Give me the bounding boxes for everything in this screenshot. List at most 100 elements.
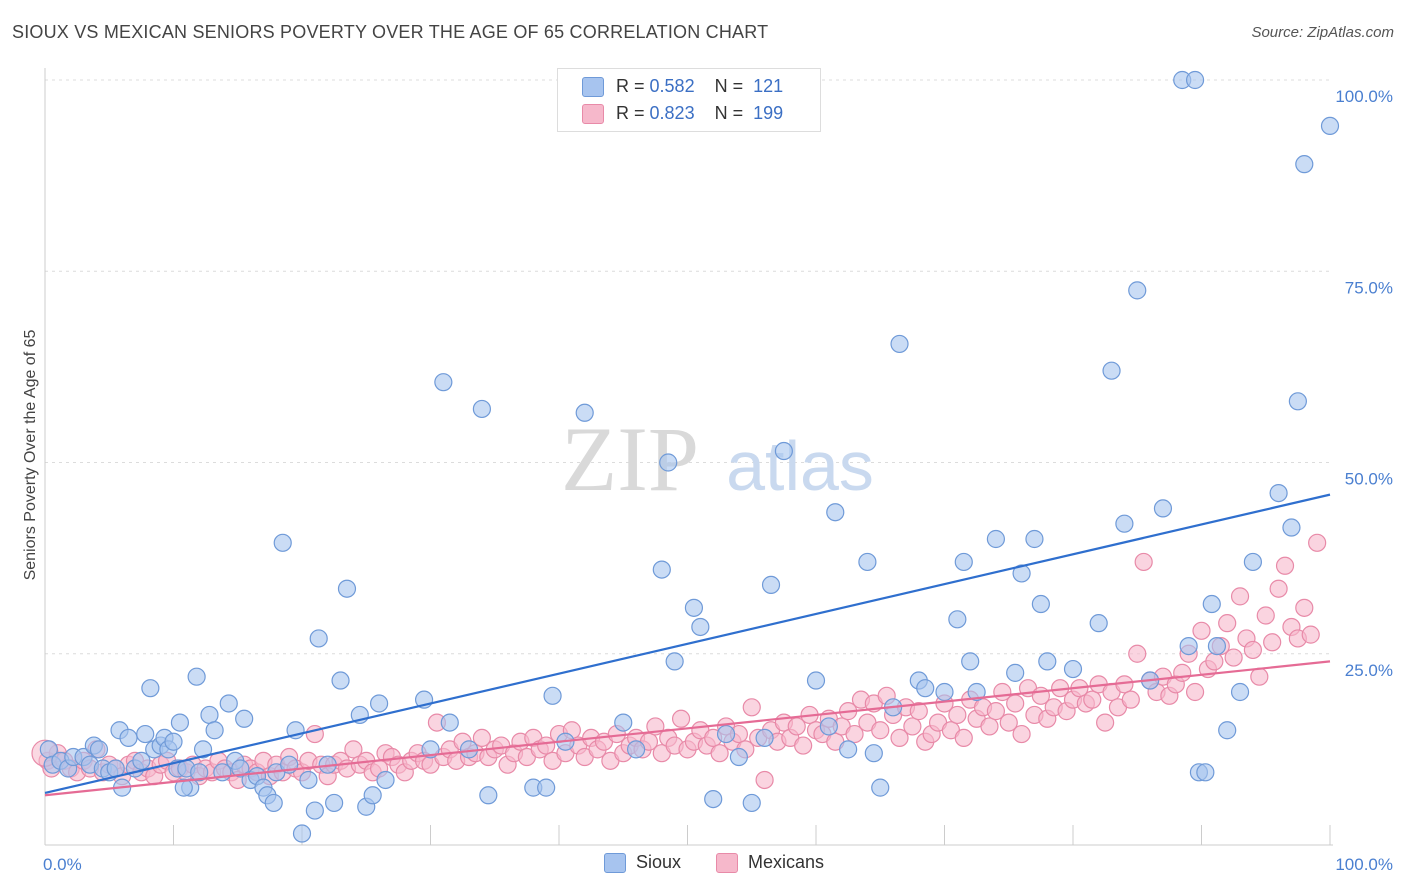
sioux-point [652, 560, 671, 579]
mexicans-point [710, 744, 729, 763]
sioux-point [325, 793, 344, 813]
sioux-point [986, 529, 1006, 549]
sioux-point [806, 671, 826, 690]
mexicans-point [1121, 690, 1140, 709]
sioux-point [1006, 663, 1025, 682]
sioux-point [704, 789, 723, 809]
sioux-point [292, 824, 312, 843]
mexicans-point [1301, 625, 1320, 644]
bottom-legend-label-mexicans: Mexicans [748, 852, 825, 872]
mexicans-point [980, 717, 999, 736]
sioux-point [659, 453, 678, 472]
sioux-point [89, 740, 109, 759]
chart-title: SIOUX VS MEXICAN SENIORS POVERTY OVER TH… [12, 22, 769, 42]
x-tick-label-min: 0.0% [43, 855, 82, 874]
sioux-point [231, 759, 250, 778]
sioux-point [119, 728, 138, 748]
sioux-point [742, 793, 761, 813]
sioux-point [864, 744, 883, 763]
sioux-point [961, 652, 980, 671]
legend-row-sioux: R = 0.582 N = 121 [582, 76, 783, 98]
mexicans-point [1224, 648, 1243, 667]
sioux-point [967, 682, 986, 702]
sioux-point [136, 724, 155, 744]
sioux-point [948, 610, 967, 629]
sioux-point [1196, 763, 1215, 782]
mexicans-point [1295, 598, 1314, 617]
bottom-legend-sioux: Sioux [604, 852, 681, 874]
sioux-point [190, 763, 209, 782]
mexicans-trend-line [44, 660, 1331, 797]
sioux-point [376, 770, 395, 790]
mexicans-point [1006, 694, 1025, 713]
sioux-point [1153, 499, 1173, 518]
sioux-point [819, 717, 838, 736]
watermark-atlas: atlas [726, 427, 874, 505]
mexicans-point [755, 770, 774, 790]
bottom-legend-swatch-sioux [604, 853, 626, 874]
axes [44, 68, 1333, 846]
mexicans-point [1083, 690, 1102, 709]
sioux-point [826, 503, 845, 522]
sioux-point [174, 778, 193, 797]
sioux-point [1243, 552, 1263, 572]
sioux-trend-line [44, 493, 1331, 795]
sioux-point [193, 740, 213, 759]
mexicans-point [1128, 644, 1147, 663]
bottom-legend-label-sioux: Sioux [636, 852, 682, 872]
mexicans-point [1173, 663, 1192, 682]
mexicans-point [890, 728, 909, 748]
sioux-point [691, 617, 710, 637]
sioux-point [1012, 564, 1031, 583]
sioux-point [299, 770, 318, 790]
sioux-point [1038, 652, 1057, 671]
mexicans-point [537, 736, 556, 755]
legend-swatch-sioux [582, 77, 604, 98]
mexicans-point [954, 728, 973, 748]
sioux-point [871, 778, 890, 797]
sioux-point [164, 732, 183, 751]
mexicans-point [1096, 713, 1115, 732]
sioux-point [543, 686, 562, 705]
sioux-point [1288, 392, 1307, 411]
mexicans-point [1243, 640, 1263, 660]
mexicans-point [948, 705, 967, 725]
legend-n-value: 121 [753, 76, 784, 96]
sioux-point [839, 740, 858, 759]
legend-r-label: R = [616, 103, 645, 123]
y-tick-label: 50.0% [1345, 470, 1393, 489]
y-tick-label: 25.0% [1345, 661, 1393, 680]
mexicans-point [999, 713, 1018, 732]
sioux-point [170, 713, 190, 732]
sioux-point [1025, 529, 1044, 549]
sioux-point [1031, 594, 1050, 614]
sioux-point [716, 724, 736, 744]
sioux-point [614, 713, 633, 732]
bottom-legend-swatch-mexicans [716, 853, 738, 874]
sioux-point [187, 667, 206, 686]
mexicans-point [742, 698, 761, 717]
sioux-point [916, 679, 935, 698]
mexicans-point [1134, 552, 1153, 572]
sioux-point [479, 786, 498, 805]
sioux-point [370, 694, 389, 713]
sioux-point [141, 679, 160, 698]
sioux-point [337, 579, 357, 598]
source-label: Source: ZipAtlas.com [1251, 24, 1394, 41]
sioux-point [755, 728, 774, 748]
mexicans-point [871, 721, 890, 740]
mexicans-point [1185, 682, 1205, 702]
y-tick-label: 75.0% [1345, 278, 1393, 297]
tick-labels: 25.0% 50.0% 75.0% 100.0% 0.0% 100.0% [43, 87, 1393, 874]
mexicans-point [903, 717, 922, 736]
sioux-point [132, 751, 151, 770]
mexicans-point [1205, 652, 1224, 671]
sioux-point [729, 747, 749, 767]
sioux-point [684, 598, 704, 617]
mexicans-point [1192, 621, 1211, 640]
sioux-point [1102, 361, 1121, 380]
sioux-point [890, 334, 909, 354]
sioux-point [537, 778, 556, 797]
mexicans-point [344, 740, 363, 759]
sioux-point [1115, 514, 1134, 533]
